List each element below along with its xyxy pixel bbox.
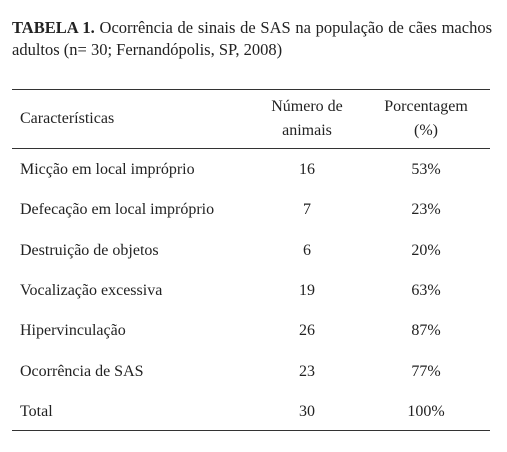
table-cell: Total [20, 402, 53, 420]
table-cell: 63% [411, 281, 441, 299]
table-cell: 30 [299, 402, 315, 420]
table-cell: Vocalização excessiva [20, 281, 163, 299]
table-cell: Hipervinculação [20, 322, 126, 340]
header-rule [12, 148, 490, 149]
table-cell: Ocorrência de SAS [20, 362, 144, 380]
caption-label: TABELA 1. [12, 18, 95, 37]
table-cell: 100% [407, 402, 445, 420]
header-cell: Porcentagem [384, 98, 468, 115]
bottom-rule [12, 430, 490, 431]
caption-text: Ocorrência de sinais de SAS na população… [12, 18, 493, 59]
table-cell: 6 [303, 241, 311, 259]
table-cell: Micção em local impróprio [20, 161, 195, 178]
table-cell: 77% [411, 362, 441, 380]
table-cell: 26 [299, 322, 315, 340]
header-cell: Número de [271, 98, 343, 115]
header-cell: (%) [414, 122, 438, 139]
top-rule [12, 89, 490, 90]
header-cell: animais [282, 122, 332, 139]
table-cell: 53% [411, 161, 441, 178]
table-cell: 23 [299, 362, 315, 380]
table-cell: 87% [411, 322, 441, 340]
caption: TABELA 1. Ocorrência de sinais de SAS na… [12, 17, 492, 61]
table-cell: 19 [299, 281, 315, 299]
table-cell: 20% [411, 241, 441, 259]
table-cell: 7 [303, 201, 311, 219]
table-cell: 23% [411, 201, 441, 219]
table-cell: Destruição de objetos [20, 241, 159, 259]
table-cell: 16 [299, 161, 315, 178]
table-cell: Defecação em local impróprio [20, 201, 215, 219]
header-cell: Características [20, 110, 115, 127]
